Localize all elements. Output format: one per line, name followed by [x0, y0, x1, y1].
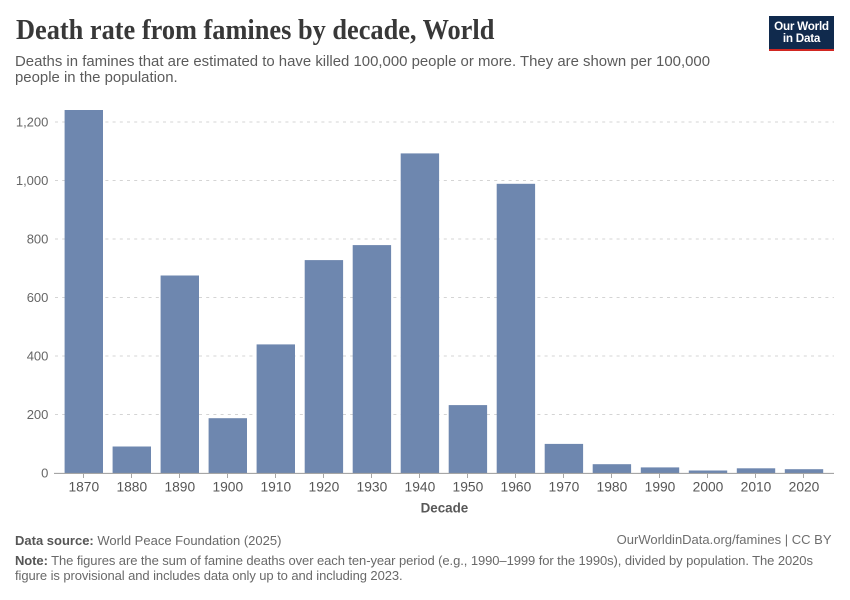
svg-text:400: 400: [27, 349, 49, 364]
svg-text:1990: 1990: [645, 480, 676, 495]
svg-text:0: 0: [41, 466, 48, 481]
svg-text:1880: 1880: [116, 480, 147, 495]
svg-text:1,000: 1,000: [16, 173, 49, 188]
svg-text:1960: 1960: [501, 480, 532, 495]
svg-text:1,200: 1,200: [16, 115, 49, 130]
svg-text:1870: 1870: [68, 480, 99, 495]
svg-text:1980: 1980: [597, 480, 628, 495]
svg-text:1940: 1940: [405, 480, 436, 495]
svg-text:1910: 1910: [260, 480, 291, 495]
svg-text:1920: 1920: [309, 480, 340, 495]
svg-text:1900: 1900: [212, 480, 243, 495]
svg-text:1930: 1930: [357, 480, 388, 495]
svg-text:200: 200: [27, 407, 49, 422]
svg-text:2000: 2000: [693, 480, 724, 495]
svg-text:1890: 1890: [164, 480, 195, 495]
svg-text:1970: 1970: [549, 480, 580, 495]
svg-text:2010: 2010: [741, 480, 772, 495]
svg-text:600: 600: [27, 290, 49, 305]
svg-text:800: 800: [27, 232, 49, 247]
svg-text:2020: 2020: [789, 480, 820, 495]
svg-text:1950: 1950: [453, 480, 484, 495]
svg-text:Decade: Decade: [421, 501, 469, 516]
